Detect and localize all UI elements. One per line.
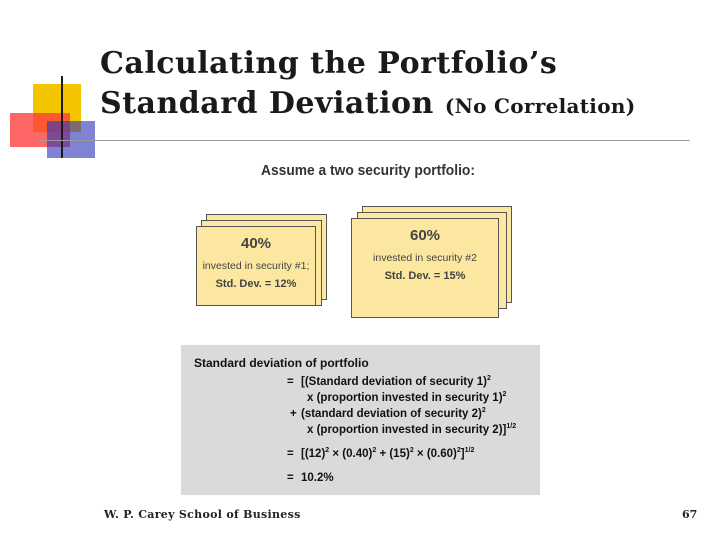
- formula-row-3: (standard deviation of security 2)2: [301, 407, 486, 420]
- slide-number: 67: [682, 508, 698, 521]
- card-security-2: 60% invested in security #2 Std. Dev. = …: [351, 218, 499, 318]
- formula-plus: +: [290, 408, 297, 420]
- formula-row-4-exp: 1/2: [506, 423, 517, 431]
- card-2-description: invested in security #2: [373, 252, 477, 264]
- card-2-percent: 60%: [409, 227, 441, 244]
- calc-exp-b: 2: [372, 447, 377, 455]
- card-security-1: 40% invested in security #1; Std. Dev. =…: [196, 226, 316, 306]
- card-2-std-dev: Std. Dev. = 15%: [384, 270, 466, 282]
- calc-exp-c: 2: [409, 447, 414, 455]
- calc-part-a: [(12): [301, 448, 326, 460]
- formula-row-1: [(Standard deviation of security 1)2: [301, 375, 491, 388]
- formula-calculation: [(12)2 × (0.40)2 + (15)2 × (0.60)2]1/2: [301, 447, 475, 460]
- formula-row-2-text: x (proportion invested in security 1): [307, 392, 503, 404]
- formula-row-3-exp: 2: [481, 407, 486, 415]
- card-1-description: invested in security #1;: [202, 260, 310, 272]
- formula-row-2-exp: 2: [502, 391, 507, 399]
- title-main: Standard Deviation: [100, 86, 434, 121]
- calc-part-d: × (0.60): [413, 448, 457, 460]
- title-line-1: Calculating the Portfolio’s: [100, 46, 558, 81]
- formula-row-1-exp: 2: [486, 375, 491, 383]
- formula-row-2: x (proportion invested in security 1)2: [307, 391, 507, 404]
- formula-row-3-text: (standard deviation of security 2): [301, 408, 482, 420]
- decor-vertical-line: [61, 76, 63, 158]
- calc-exp-a: 2: [325, 447, 330, 455]
- calc-part-b: × (0.40): [329, 448, 373, 460]
- calc-exp-d: 2: [456, 447, 461, 455]
- formula-panel: Standard deviation of portfolio = [(Stan…: [181, 345, 540, 495]
- calc-part-c: + (15): [376, 448, 410, 460]
- formula-result: 10.2%: [301, 472, 334, 484]
- title-suffix: (No Correlation): [444, 94, 636, 118]
- formula-equals-3: =: [287, 472, 294, 484]
- footer-school-name: W. P. Carey School of Business: [104, 508, 301, 521]
- calc-part-e: ]: [460, 448, 465, 460]
- formula-equals-2: =: [287, 448, 294, 460]
- formula-row-4-text: x (proportion invested in security 2)]: [307, 424, 507, 436]
- calc-exp-e: 1/2: [464, 447, 475, 455]
- assume-heading: Assume a two security portfolio:: [261, 162, 475, 179]
- card-1-std-dev: Std. Dev. = 12%: [215, 278, 297, 290]
- slide-title: Calculating the Portfolio’s Standard Dev…: [100, 44, 635, 126]
- formula-heading: Standard deviation of portfolio: [194, 356, 369, 370]
- title-underline: [40, 140, 690, 141]
- formula-row-1-text: [(Standard deviation of security 1): [301, 376, 487, 388]
- card-1-percent: 40%: [240, 235, 272, 252]
- formula-row-4: x (proportion invested in security 2)]1/…: [307, 423, 517, 436]
- title-line-2: Standard Deviation (No Correlation): [100, 84, 635, 126]
- formula-equals-1: =: [287, 376, 294, 388]
- decor-blue-square: [47, 121, 95, 158]
